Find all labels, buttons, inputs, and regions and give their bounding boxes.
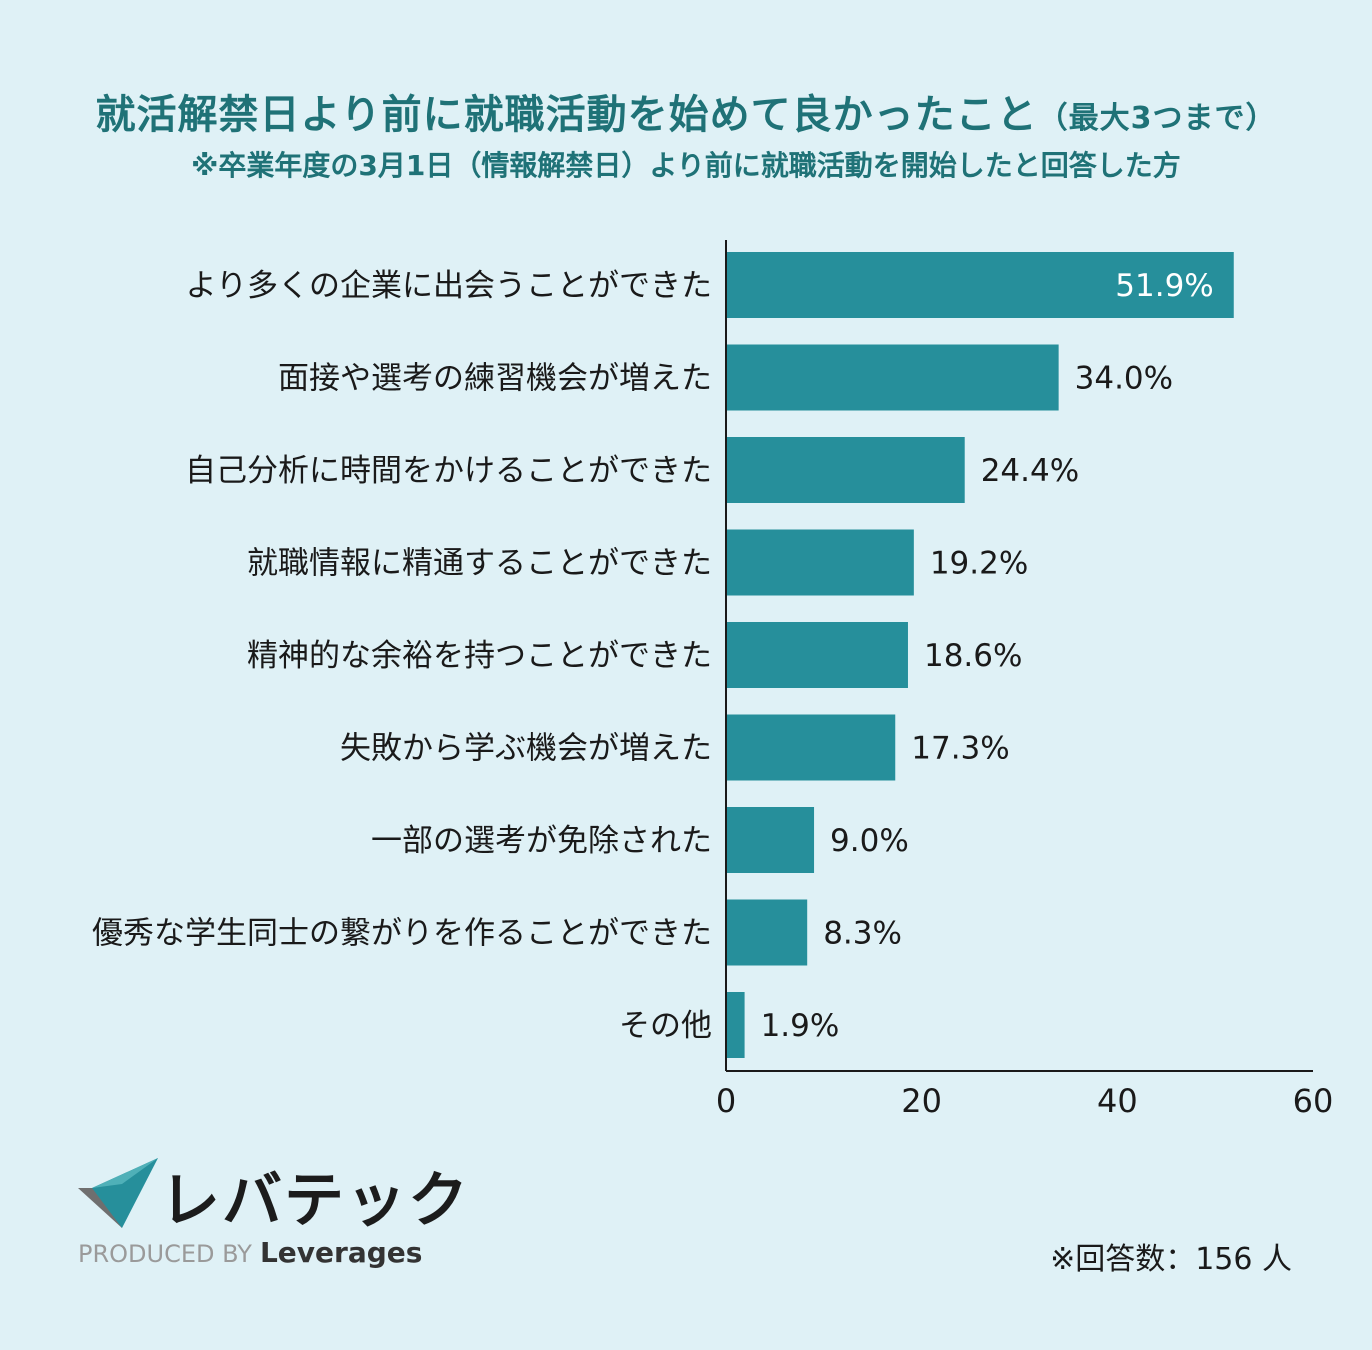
category-label-6: 一部の選考が免除された: [371, 823, 712, 859]
bar-3: [727, 529, 914, 596]
value-label-5: 17.3%: [911, 731, 1009, 767]
category-label-7: 優秀な学生同士の繋がりを作ることができた: [92, 916, 712, 952]
category-label-0: より多くの企業に出会うことができた: [186, 268, 712, 304]
leverages-logo: レバテック PRODUCED BY Leverages: [78, 1158, 468, 1278]
category-label-5: 失敗から学ぶ機会が増えた: [340, 731, 712, 767]
value-label-3: 19.2%: [930, 546, 1028, 582]
brand-name: Leverages: [259, 1236, 423, 1269]
value-label-4: 18.6%: [924, 638, 1022, 674]
bar-8: [727, 992, 745, 1058]
bar-1: [727, 344, 1059, 411]
value-label-2: 24.4%: [981, 453, 1079, 489]
respondents-note: ※回答数：156 人: [1050, 1242, 1292, 1277]
category-label-4: 精神的な余裕を持つことができた: [247, 638, 712, 674]
category-label-2: 自己分析に時間をかけることができた: [185, 453, 712, 489]
category-label-8: その他: [619, 1008, 712, 1044]
chart-subtitle: ※卒業年度の3月1日（情報解禁日）より前に就職活動を開始したと回答した方: [191, 149, 1181, 182]
bar-4: [727, 622, 908, 688]
produced-by-text: PRODUCED BY: [78, 1240, 252, 1268]
bar-5: [727, 714, 896, 781]
value-label-6: 9.0%: [830, 823, 909, 859]
bar-6: [727, 807, 815, 873]
value-label-8: 1.9%: [761, 1008, 840, 1044]
x-tick-label-2: 40: [1097, 1082, 1138, 1120]
logo-wordmark: レバテック: [160, 1166, 470, 1236]
x-tick-label-3: 60: [1293, 1082, 1334, 1120]
chart-title-suffix: （最大3つまで）: [1037, 101, 1277, 136]
bar-0: [727, 252, 1234, 318]
logo-tagline: PRODUCED BY Leverages: [78, 1236, 422, 1269]
bar-chart: より多くの企業に出会うことができた 51.9% 面接や選考の練習機会が増えた 34.0…: [92, 240, 1334, 1120]
value-label-7: 8.3%: [823, 916, 902, 952]
chart-title: 就活解禁日より前に就職活動を始めて良かったこと（最大3つまで）: [0, 82, 1372, 140]
x-tick-label-1: 20: [901, 1082, 942, 1120]
bar-7: [727, 899, 808, 966]
x-tick-label-0: 0: [716, 1082, 736, 1120]
category-label-3: 就職情報に精通することができた: [247, 546, 712, 582]
bar-2: [727, 437, 965, 503]
check-mark-icon: [78, 1158, 158, 1228]
value-label-0: 51.9%: [1115, 268, 1213, 304]
category-label-1: 面接や選考の練習機会が増えた: [278, 361, 712, 397]
chart-title-main: 就活解禁日より前に就職活動を始めて良かったこと: [95, 92, 1038, 138]
value-label-1: 34.0%: [1075, 361, 1173, 397]
